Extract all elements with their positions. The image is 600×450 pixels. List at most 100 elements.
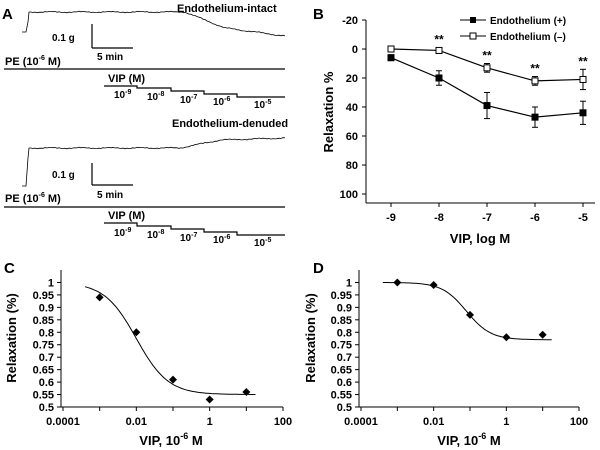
- x-tick-label: -8: [434, 212, 444, 224]
- x-tick-label: 1: [207, 416, 213, 428]
- y-tick-label: 0.65: [331, 365, 352, 377]
- data-point: [387, 45, 395, 53]
- trace-intact-label: Endothelium-intact: [177, 3, 277, 15]
- step-denuded-3: 10-7: [180, 232, 197, 244]
- panel-a-label: A: [2, 6, 13, 23]
- y-tick-label: 0.6: [337, 377, 352, 389]
- x-tick-label: 0.0001: [344, 416, 378, 428]
- trace-intact-line: [22, 10, 286, 37]
- significance-mark: **: [530, 62, 540, 76]
- data-point: [579, 75, 587, 83]
- scale-force-label: 0.1 g: [52, 170, 75, 181]
- significance-mark: **: [578, 54, 588, 68]
- scale-time-label: 5 min: [97, 52, 123, 63]
- y-tick-label: 80: [346, 160, 358, 172]
- step-intact-2: 10-8: [147, 91, 164, 103]
- series: ** ** ** **: [387, 33, 588, 128]
- x-axis-label: VIP, 10-6 M: [139, 431, 202, 448]
- y-tick-label: 0.55: [331, 390, 352, 402]
- fit-curve: [84, 286, 256, 395]
- scale-time-label: 5 min: [97, 190, 123, 201]
- y-tick-label: 1: [48, 277, 54, 289]
- x-tick-label: 1: [503, 416, 509, 428]
- significance-mark: **: [482, 49, 492, 63]
- step-denuded-1: 10-9: [114, 227, 131, 239]
- trace-denuded-label: Endothelium-denuded: [172, 118, 288, 130]
- data-point: [205, 395, 214, 404]
- panel-c-label: C: [4, 260, 15, 277]
- data-point: [393, 278, 402, 287]
- drug-label-intact: VIP (M): [108, 73, 145, 85]
- x-tick-label: -5: [578, 212, 588, 224]
- drug-label-denuded: VIP (M): [108, 210, 145, 222]
- step-intact-5: 10-5: [254, 99, 271, 111]
- y-tick-label: 0: [352, 44, 358, 56]
- x-tick-label: -9: [386, 212, 396, 224]
- data-point: [435, 46, 443, 54]
- y-tick-label: 0.8: [337, 327, 352, 339]
- y-tick-label: 0.85: [331, 315, 352, 327]
- drug-steps-intact: [104, 85, 285, 98]
- x-ticks: 0.0001 0.01 1 100: [344, 407, 588, 428]
- y-tick-label: 0.65: [33, 365, 54, 377]
- step-intact-3: 10-7: [180, 94, 197, 106]
- y-tick-label: -20: [342, 15, 358, 27]
- x-ticks: -9 -8 -7 -6 -5: [386, 203, 588, 224]
- y-tick-label: 20: [346, 73, 358, 85]
- step-intact-1: 10-9: [114, 89, 131, 101]
- y-tick-label: 0.9: [337, 302, 352, 314]
- x-tick-label: 100: [274, 416, 292, 428]
- y-axis-label: Relaxation (%): [4, 293, 19, 383]
- panel-d-label: D: [313, 260, 324, 277]
- panel-d: D 0.50.550.60.650.70.750.80.850.90.951 0…: [303, 260, 588, 448]
- data-points: [95, 293, 251, 404]
- y-tick-label: 100: [340, 189, 358, 201]
- data-point: [502, 333, 511, 342]
- legend-marker-2: [469, 32, 477, 40]
- trace-intact: Endothelium-intact 0.1 g 5 min PE (10-6 …: [4, 3, 286, 111]
- data-point: [579, 109, 587, 117]
- data-point: [387, 54, 395, 62]
- step-denuded-4: 10-6: [213, 234, 230, 246]
- y-tick-label: 0.95: [331, 290, 352, 302]
- legend-marker-1: [470, 17, 476, 23]
- data-point: [242, 388, 251, 397]
- y-tick-label: 0.75: [331, 340, 352, 352]
- data-point: [531, 77, 539, 85]
- data-point: [435, 74, 443, 82]
- data-point: [429, 280, 438, 289]
- agonist-label-intact: PE (10-6 M): [5, 55, 61, 68]
- legend-label-2: Endothelium (–): [490, 32, 566, 43]
- step-denuded-5: 10-5: [254, 237, 271, 249]
- y-tick-label: 0.7: [39, 352, 54, 364]
- data-point: [531, 113, 539, 121]
- legend: Endothelium (+) Endothelium (–): [460, 16, 566, 43]
- data-point: [169, 375, 177, 384]
- y-tick-label: 0.6: [39, 377, 54, 389]
- trace-denuded-line: [22, 137, 286, 187]
- y-ticks: 0.50.550.60.650.70.750.80.850.90.951: [331, 277, 359, 414]
- panel-b-label: B: [313, 6, 324, 23]
- y-tick-label: 0.5: [337, 402, 352, 414]
- y-tick-label: 0.5: [39, 402, 54, 414]
- x-tick-label: 0.0001: [46, 416, 80, 428]
- y-tick-label: 0.8: [39, 327, 54, 339]
- legend-label-1: Endothelium (+): [490, 16, 566, 27]
- y-tick-label: 1: [346, 277, 352, 289]
- data-point: [95, 293, 104, 302]
- data-points: [393, 278, 547, 342]
- step-intact-4: 10-6: [213, 96, 230, 108]
- x-ticks: 0.0001 0.01 1 100: [46, 407, 292, 428]
- y-ticks: -20 0 20 40 60 80 100: [340, 15, 366, 201]
- significance-mark: **: [434, 33, 444, 47]
- x-tick-label: -7: [482, 212, 492, 224]
- x-tick-label: -6: [530, 212, 540, 224]
- y-tick-label: 0.9: [39, 302, 54, 314]
- y-axis-label: Relaxation %: [321, 71, 336, 152]
- y-tick-label: 60: [346, 131, 358, 143]
- y-axis-label: Relaxation (%): [303, 293, 318, 383]
- data-point: [466, 310, 474, 319]
- drug-steps-denuded: [104, 222, 285, 236]
- x-axis-label: VIP, 10-6 M: [437, 431, 500, 448]
- panel-b: B -20 0 20 40 60 80 100 -9 -8 -7 -6 -5 ** ** ** ** Re…: [313, 6, 595, 246]
